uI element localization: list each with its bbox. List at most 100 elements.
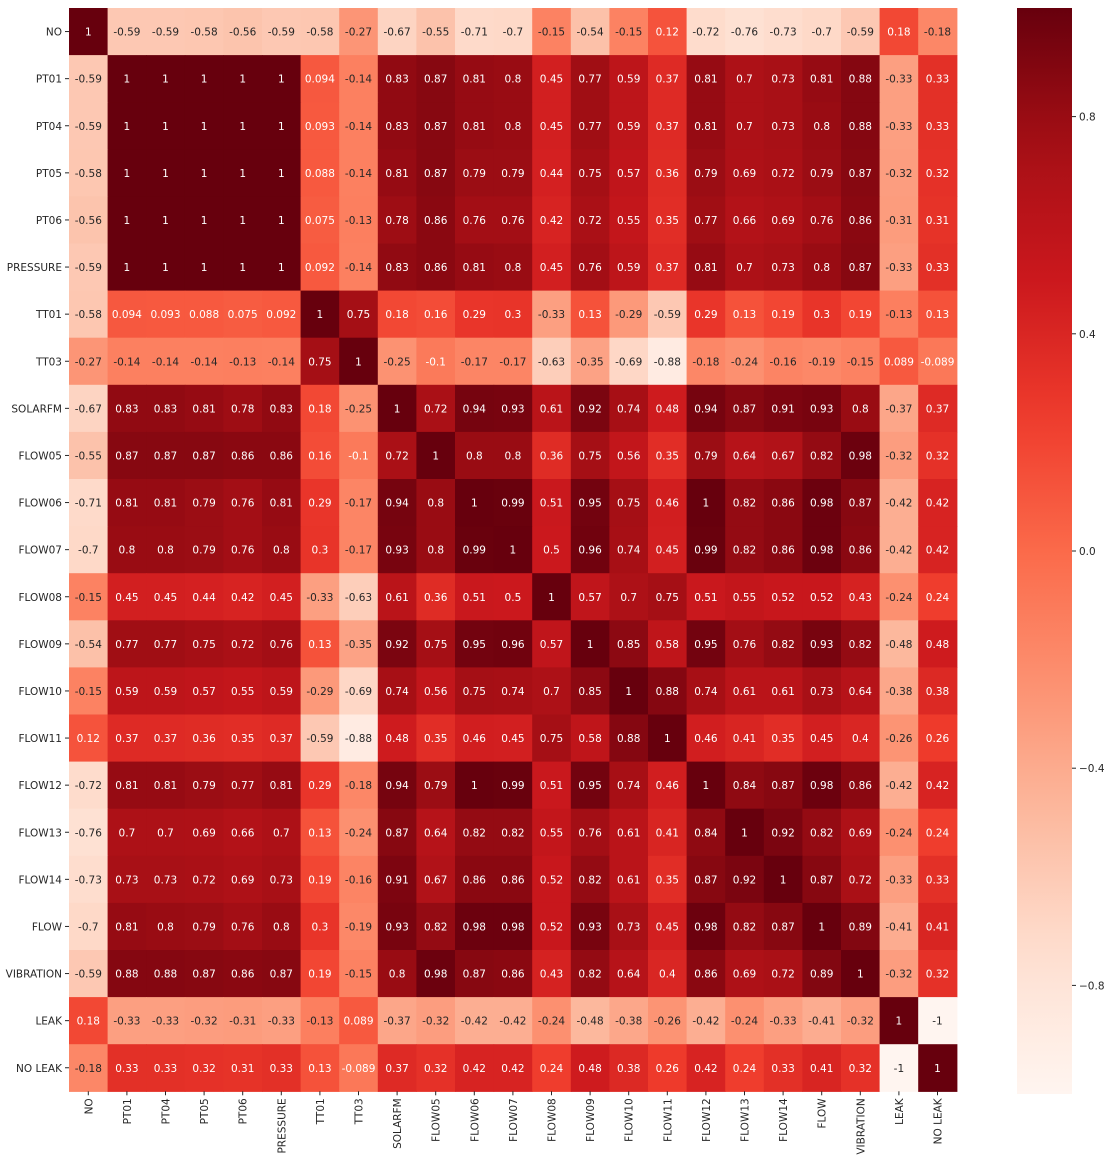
cell-value-8-20: 0.8 [852,403,869,415]
cell-value-0-12: -0.15 [538,27,565,39]
cell-value-21-7: 0.089 [343,1016,373,1028]
heatmap-cell-7-18 [763,337,803,386]
heatmap-cell-9-19 [802,431,842,480]
cell-value-11-17: 0.82 [733,545,756,557]
heatmap-cell-9-0 [69,431,109,480]
cell-value-15-11: 0.45 [501,733,524,745]
heatmap-cell-17-12 [532,808,572,857]
cell-value-2-20: 0.88 [849,121,872,133]
cell-value-5-10: 0.81 [463,262,486,274]
heatmap-cell-22-7 [339,1044,379,1092]
heatmap-cell-2-3 [184,102,224,150]
heatmap-cell-11-0 [69,526,109,574]
cell-value-22-12: 0.24 [540,1063,564,1075]
heatmap-cell-4-2 [146,196,186,245]
cell-value-21-6: -0.13 [306,1016,333,1028]
heatmap-cell-16-2 [146,761,186,810]
heatmap-cell-17-3 [184,808,224,857]
heatmap-cell-15-18 [763,714,803,763]
cell-value-22-7: -0.089 [342,1063,376,1075]
heatmap-cell-22-11 [493,1044,533,1092]
heatmap-cell-16-11 [493,761,533,810]
cell-value-15-2: 0.37 [154,733,177,745]
heatmap-cell-9-6 [300,431,340,480]
heatmap-cell-1-16 [686,55,726,103]
heatmap-cell-0-21 [879,8,919,56]
heatmap-cell-21-0 [69,997,109,1045]
cell-value-5-13: 0.76 [578,262,602,274]
cell-value-3-15: 0.36 [656,168,680,180]
heatmap-cell-9-10 [455,431,495,480]
heatmap-cell-0-19 [802,8,842,56]
heatmap-cell-16-15 [648,761,688,810]
heatmap-cell-14-4 [223,667,263,716]
cell-value-11-9: 0.8 [427,545,444,557]
cell-value-19-16: 0.98 [694,921,717,933]
heatmap-cell-19-3 [184,902,224,951]
heatmap-cell-20-15 [648,950,688,998]
cell-value-2-7: -0.14 [345,121,372,133]
cell-value-12-14: 0.7 [620,592,637,604]
heatmap-cell-17-20 [841,808,881,857]
heatmap-cell-22-14 [609,1044,649,1092]
cell-value-19-4: 0.76 [231,921,255,933]
cell-value-12-10: 0.51 [463,592,486,604]
cell-value-12-12: 1 [548,592,555,604]
heatmap-cell-16-9 [416,761,456,810]
cell-value-3-5: 1 [278,168,285,180]
cell-value-5-16: 0.81 [694,262,717,274]
cell-value-12-1: 0.45 [115,592,138,604]
cell-value-15-20: 0.4 [852,733,869,745]
heatmap-cell-20-20 [841,950,881,998]
heatmap-cell-6-9 [416,290,456,339]
heatmap-cell-1-5 [262,55,302,103]
heatmap-cell-10-17 [725,479,765,527]
heatmap-cell-8-17 [725,384,765,433]
cell-value-12-15: 0.75 [656,592,679,604]
cell-value-21-11: -0.42 [499,1016,526,1028]
heatmap-cell-20-17 [725,950,765,998]
cell-value-2-16: 0.81 [694,121,717,133]
heatmap-cell-3-20 [841,149,881,197]
cell-value-4-10: 0.76 [463,215,487,227]
cell-value-0-13: -0.54 [577,27,604,39]
heatmap-cell-13-10 [455,620,495,668]
heatmap-cell-17-21 [879,808,919,857]
heatmap-cell-9-14 [609,431,649,480]
cell-value-7-10: -0.17 [461,356,488,368]
cell-value-1-4: 1 [239,74,246,86]
cell-value-19-9: 0.82 [424,921,447,933]
heatmap-cell-12-17 [725,573,765,621]
cell-value-0-6: -0.58 [306,27,333,39]
cell-value-6-17: 0.13 [733,309,756,321]
heatmap-cell-1-14 [609,55,649,103]
heatmap-cell-18-7 [339,855,379,904]
cell-value-14-11: 0.74 [501,686,525,698]
cell-value-21-17: -0.24 [731,1016,758,1028]
cell-value-1-1: 1 [124,74,131,86]
heatmap-cell-9-4 [223,431,263,480]
cell-value-10-17: 0.82 [733,498,756,510]
cell-value-11-3: 0.79 [192,545,215,557]
heatmap-cell-3-15 [648,149,688,197]
heatmap-cell-0-9 [416,8,456,56]
heatmap-cell-12-6 [300,573,340,621]
cell-value-19-10: 0.98 [463,921,486,933]
cell-value-17-6: 0.13 [308,827,331,839]
heatmap-cell-9-15 [648,431,688,480]
heatmap-cell-5-4 [223,243,263,292]
cell-value-10-20: 0.87 [849,498,872,510]
heatmap-cell-7-17 [725,337,765,386]
heatmap-cell-7-9 [416,337,456,386]
cell-value-0-19: -0.7 [811,27,832,39]
cell-value-21-0: 0.18 [77,1016,100,1028]
cell-value-1-20: 0.88 [849,74,872,86]
heatmap-cell-1-7 [339,55,379,103]
cell-value-17-21: -0.24 [885,827,912,839]
heatmap-cell-9-13 [570,431,610,480]
heatmap-cell-13-12 [532,620,572,668]
heatmap-cell-16-19 [802,761,842,810]
cell-value-19-0: -0.7 [78,921,99,933]
heatmap-cell-17-22 [918,808,958,857]
heatmap-cell-8-22 [918,384,958,433]
